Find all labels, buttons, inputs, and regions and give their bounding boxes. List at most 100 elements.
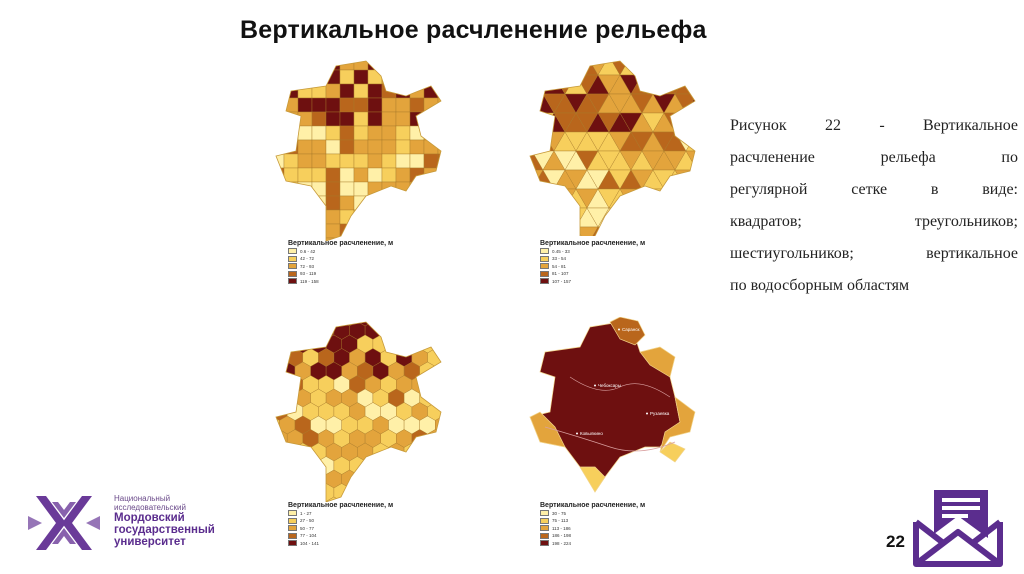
legend-row: 42 - 72 xyxy=(288,255,393,262)
grid-cell xyxy=(423,209,439,225)
grid-cell xyxy=(674,226,695,236)
caption-line: регулярной сетке в виде: xyxy=(730,181,1018,198)
grid-cell xyxy=(325,125,341,141)
grid-cell xyxy=(339,83,355,99)
city-dot xyxy=(618,328,620,331)
legend-label: 113 - 186 xyxy=(552,525,571,531)
river-line xyxy=(569,376,671,398)
grid-cell xyxy=(311,181,327,197)
legend-swatch xyxy=(540,540,549,546)
grid-cell xyxy=(283,153,299,169)
grid-cell xyxy=(674,207,695,228)
grid-cell xyxy=(530,169,533,190)
city-dot xyxy=(576,432,578,435)
grid-cell xyxy=(357,469,374,489)
slide-title: Вертикальное расчленение рельефа xyxy=(240,16,707,44)
legend-row: 104 - 141 xyxy=(288,540,393,547)
grid-cell xyxy=(396,483,413,502)
basin-area xyxy=(609,317,646,346)
grid-cell xyxy=(256,317,264,326)
grid-cell xyxy=(311,97,327,113)
grid-cell xyxy=(697,94,710,113)
grid-cell xyxy=(276,195,285,211)
grid-cell xyxy=(367,167,383,183)
legend-label: 198 - 224 xyxy=(552,540,572,546)
grid-cell xyxy=(339,111,355,127)
grid-cell xyxy=(276,375,288,394)
grid-cell xyxy=(311,167,327,183)
grid-cell xyxy=(256,470,264,488)
basin-area xyxy=(529,411,566,448)
grid-cell xyxy=(256,484,272,502)
grid-cell xyxy=(608,207,632,228)
grid-cell xyxy=(685,61,695,76)
legend-row: 1 - 27 xyxy=(288,510,393,517)
grid-cell xyxy=(325,209,341,225)
grid-cell xyxy=(279,388,296,408)
legend-row: 119 - 158 xyxy=(288,278,393,285)
grid-cell xyxy=(381,61,397,71)
grid-cell xyxy=(279,469,296,489)
grid-cell xyxy=(256,56,270,70)
grid-cell xyxy=(630,226,654,236)
city-dot xyxy=(594,384,596,387)
city-label: Саранск xyxy=(622,327,640,332)
region-border xyxy=(275,321,442,502)
grid-cell xyxy=(339,181,355,197)
grid-cell xyxy=(708,132,710,151)
grid-cell xyxy=(443,322,446,340)
grid-cell xyxy=(310,469,327,489)
university-line: государственный xyxy=(114,524,215,536)
grid-cell xyxy=(297,83,313,99)
grid-cell xyxy=(380,483,397,502)
grid-cell xyxy=(510,56,521,75)
legend-swatch xyxy=(540,517,549,524)
region-border xyxy=(275,60,442,241)
grid-cell xyxy=(353,125,369,141)
grid-cell xyxy=(283,125,299,141)
grid-cell xyxy=(437,139,441,155)
legend-swatch xyxy=(540,255,549,262)
grid-cell xyxy=(437,237,441,241)
grid-cell xyxy=(276,442,280,462)
grid-cell xyxy=(276,69,285,85)
grid-cell xyxy=(419,469,436,489)
grid-cell xyxy=(353,223,369,239)
city-label: Рузаевка xyxy=(650,411,670,416)
grid-cell xyxy=(297,125,313,141)
grid-cell xyxy=(423,181,439,197)
map-triangles-grid xyxy=(510,56,710,236)
grid-cell xyxy=(423,223,439,239)
grid-cell xyxy=(367,61,383,71)
legend-swatch xyxy=(288,517,297,524)
grid-cell xyxy=(297,69,313,85)
mail-document-icon xyxy=(913,490,1003,567)
legend-swatch xyxy=(288,532,297,539)
grid-cell xyxy=(708,94,710,113)
grid-cell xyxy=(530,226,544,236)
grid-cell xyxy=(283,69,299,85)
grid-cell xyxy=(310,322,327,327)
grid-cell xyxy=(256,335,264,353)
grid-cell xyxy=(283,181,299,197)
legend-swatch xyxy=(540,278,549,284)
grid-cell xyxy=(283,61,299,71)
grid-cell xyxy=(381,209,397,225)
legend-label: 0.45 - 33 xyxy=(552,248,570,254)
grid-cell xyxy=(685,150,695,171)
grid-cell xyxy=(419,442,436,462)
grid-cell xyxy=(353,83,369,99)
grid-cell xyxy=(256,84,270,98)
legend-row: 27 - 50 xyxy=(288,517,393,524)
caption-line: шестиугольников; вертикальное xyxy=(730,245,1018,262)
legend-label: 33 - 54 xyxy=(552,256,567,261)
grid-cell xyxy=(380,456,397,475)
grid-cell xyxy=(409,237,425,241)
grid-cell xyxy=(530,131,544,152)
grid-cell xyxy=(302,456,319,475)
basin-area xyxy=(639,346,676,378)
grid-cell xyxy=(256,98,270,112)
caption-line: квадратов; треугольников; xyxy=(730,213,1018,230)
legend-row: 54 - 81 xyxy=(540,263,645,270)
grid-cell xyxy=(256,182,270,196)
